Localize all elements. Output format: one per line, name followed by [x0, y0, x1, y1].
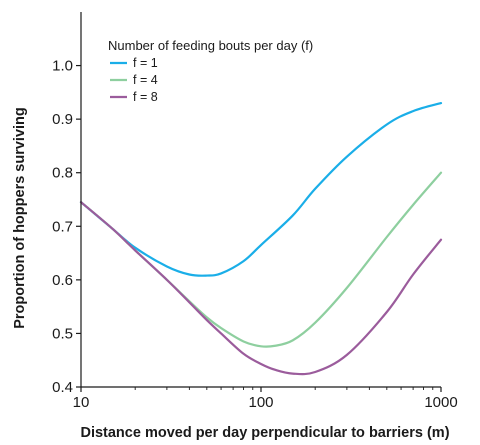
y-tick-label: 0.4: [52, 379, 73, 396]
series-layer: [79, 101, 443, 376]
legend-entry-label: f = 4: [133, 73, 158, 87]
y-tick-label: 1.0: [52, 58, 73, 75]
legend-title: Number of feeding bouts per day (f): [108, 38, 313, 53]
y-axis-label: Proportion of hoppers surviving: [12, 107, 28, 329]
y-tick-label: 0.5: [52, 325, 73, 342]
legend: Number of feeding bouts per day (f) f = …: [108, 38, 313, 104]
y-tick-label: 0.6: [52, 272, 73, 289]
series-line-f1: [79, 101, 443, 277]
x-tick-label: 10: [73, 394, 90, 411]
legend-entry-label: f = 1: [133, 56, 158, 70]
series-line-f8: [79, 201, 443, 376]
y-tick-label: 0.8: [52, 165, 73, 182]
series-line-f4: [79, 171, 443, 348]
legend-entry-label: f = 8: [133, 90, 158, 104]
x-tick-label: 100: [248, 394, 273, 411]
x-axis-label: Distance moved per day perpendicular to …: [80, 425, 449, 441]
x-tick-label: 1000: [424, 394, 457, 411]
ticks-layer: 0.4 0.5 0.6 0.7 0.8 0.9 1.0 10 100 1000: [52, 58, 458, 411]
y-tick-label: 0.7: [52, 218, 73, 235]
y-tick-label: 0.9: [52, 111, 73, 128]
